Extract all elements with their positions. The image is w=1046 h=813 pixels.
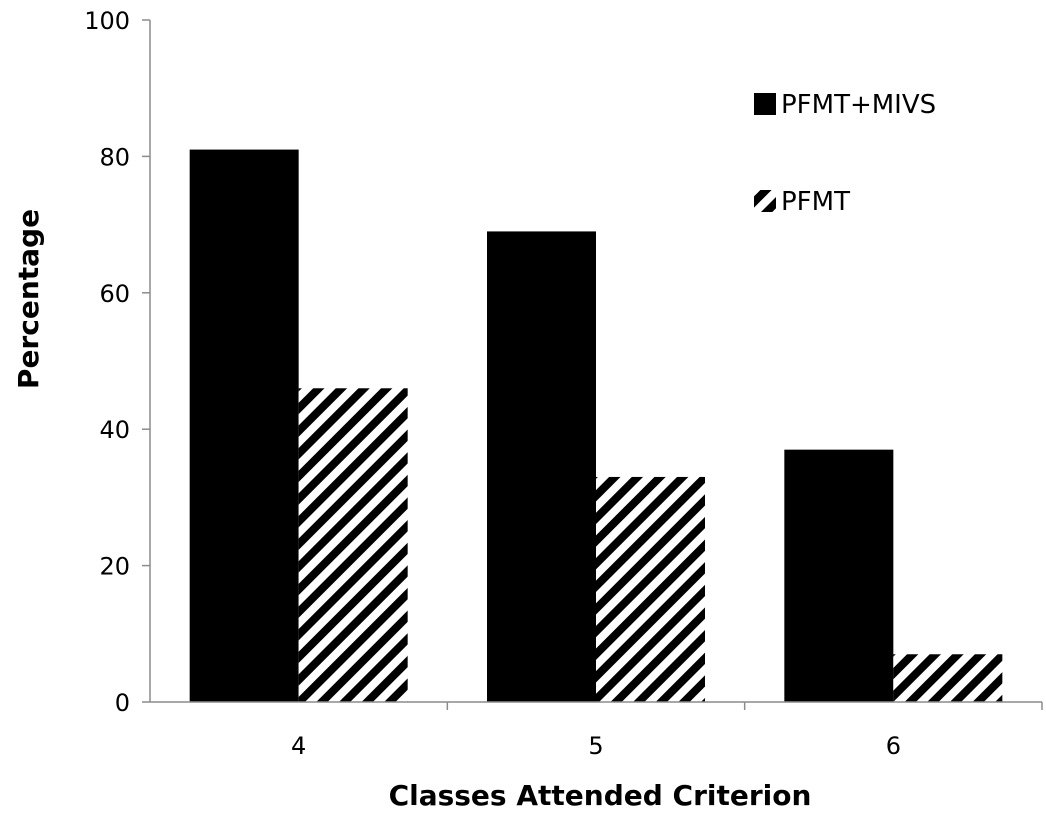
x-axis-ticks: 4 5 6 xyxy=(291,702,1043,760)
legend-label-pfmt: PFMT xyxy=(781,187,850,217)
bars-group xyxy=(189,149,1003,703)
y-axis-ticks: 0 20 40 60 80 100 xyxy=(84,7,150,717)
x-tick-label: 4 xyxy=(291,732,306,760)
x-tick-label: 5 xyxy=(588,732,603,760)
legend-swatch-pfmt-mivs xyxy=(754,93,776,115)
legend-label-pfmt-mivs: PFMT+MIVS xyxy=(781,90,936,120)
y-tick-label: 0 xyxy=(115,689,130,717)
bar-pfmt-5 xyxy=(596,476,705,702)
x-tick-label: 6 xyxy=(886,732,901,760)
y-tick-label: 20 xyxy=(99,553,130,581)
y-tick-label: 100 xyxy=(84,7,130,35)
legend: PFMT+MIVS PFMT xyxy=(754,90,936,217)
bar-pfmt-mivs-6 xyxy=(784,449,894,702)
bar-pfmt-6 xyxy=(893,654,1003,702)
y-tick-label: 40 xyxy=(99,416,130,444)
x-axis-title: Classes Attended Criterion xyxy=(389,779,812,812)
legend-swatch-pfmt xyxy=(754,190,776,212)
y-axis-title: Percentage xyxy=(12,209,45,389)
y-tick-label: 60 xyxy=(99,280,130,308)
bar-pfmt-mivs-5 xyxy=(487,231,596,703)
bar-pfmt-4 xyxy=(298,388,408,702)
y-tick-label: 80 xyxy=(99,143,130,171)
bar-pfmt-mivs-4 xyxy=(189,149,299,702)
